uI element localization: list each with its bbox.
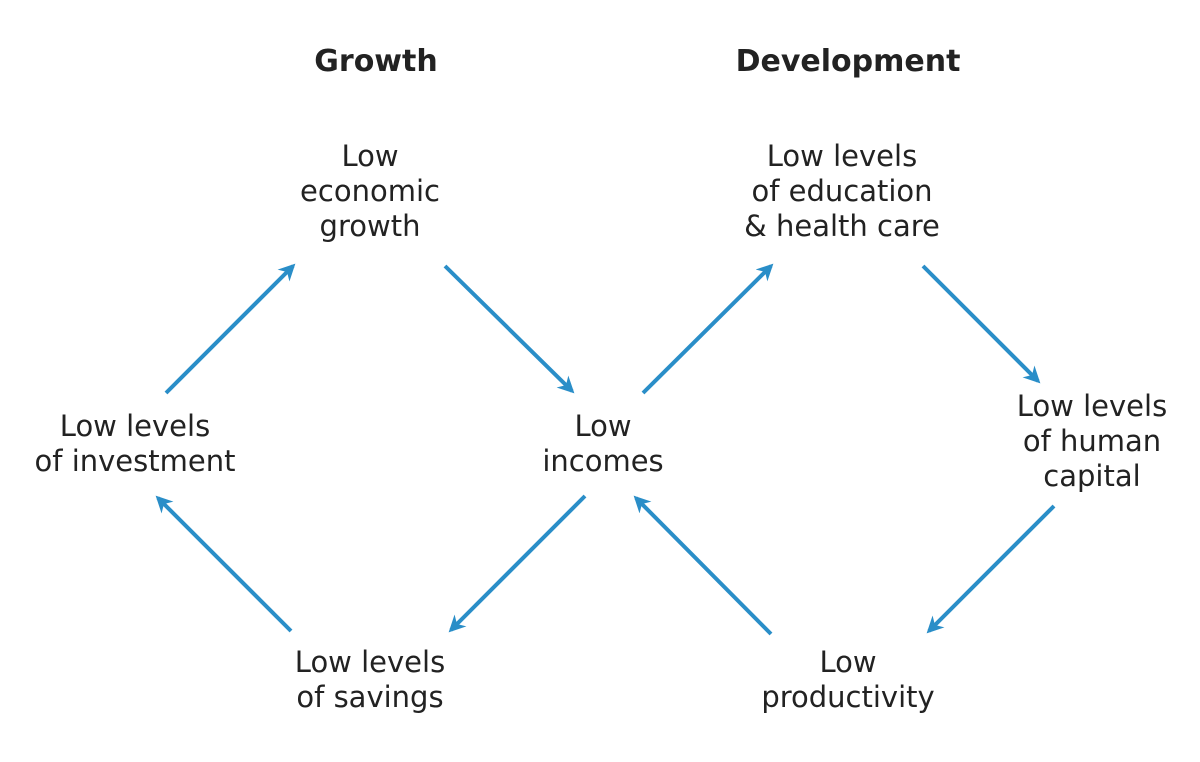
heading-development: Development	[735, 44, 961, 79]
arrow-growth-to-incomes	[443, 264, 575, 394]
node-line: Low	[341, 139, 399, 173]
node-low-savings: Low levels of savings	[295, 645, 445, 715]
node-line: of savings	[296, 680, 444, 714]
node-line: Low	[819, 645, 877, 679]
node-low-education-health-care: Low levels of education & health care	[744, 139, 940, 244]
arrow-education-to-human-capital	[921, 264, 1041, 384]
node-line: Low levels	[59, 409, 211, 443]
node-line: of education	[751, 174, 933, 208]
node-low-human-capital: Low levels of human capital	[1017, 389, 1167, 494]
node-low-economic-growth: Low economic growth	[300, 139, 440, 244]
node-line: Low levels	[294, 645, 446, 679]
node-line: incomes	[542, 444, 664, 478]
node-line: of investment	[34, 444, 236, 478]
node-line: economic	[300, 174, 440, 208]
arrow-incomes-to-education	[641, 263, 774, 395]
node-line: growth	[319, 209, 421, 243]
node-line: & health care	[744, 209, 940, 243]
node-line: of human	[1022, 424, 1162, 458]
arrow-investment-to-growth	[164, 263, 296, 395]
heading-growth: Growth	[314, 44, 438, 79]
arrow-incomes-to-savings	[448, 494, 587, 633]
arrow-savings-to-investment	[155, 495, 293, 633]
node-line: productivity	[761, 680, 935, 714]
node-low-productivity: Low productivity	[761, 645, 934, 715]
arrow-productivity-to-incomes	[633, 495, 773, 636]
arrow-human-capital-to-productivity	[926, 504, 1056, 634]
node-line: capital	[1043, 459, 1141, 493]
node-low-incomes: Low incomes	[542, 409, 663, 479]
node-line: Low	[574, 409, 632, 443]
node-low-investment: Low levels of investment	[35, 409, 236, 479]
node-line: Low levels	[1016, 389, 1168, 423]
node-line: Low levels	[766, 139, 918, 173]
